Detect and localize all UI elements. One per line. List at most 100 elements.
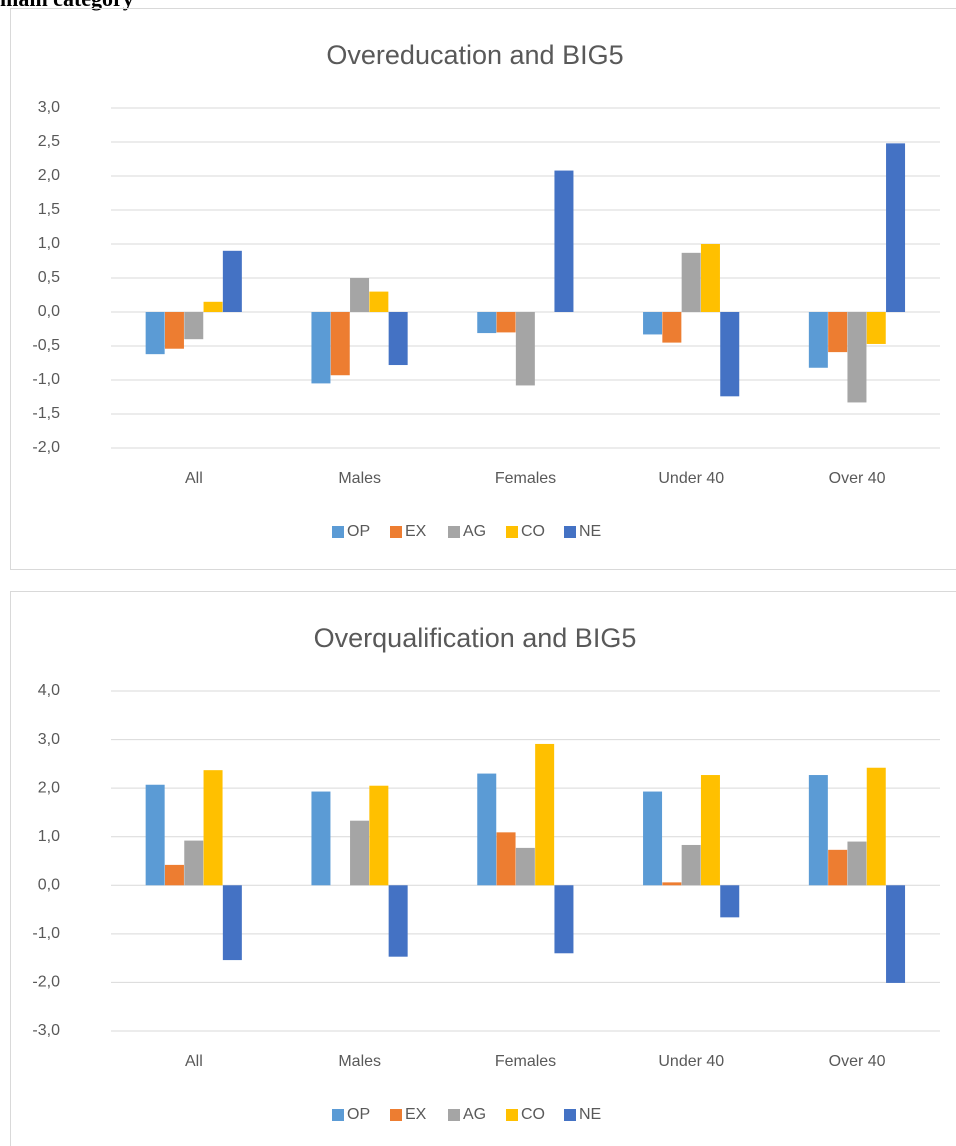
bar bbox=[662, 312, 682, 343]
bar bbox=[184, 312, 204, 340]
legend-label: OP bbox=[347, 1106, 370, 1123]
bar bbox=[535, 743, 555, 886]
y-tick-label: 0,0 bbox=[38, 303, 60, 320]
bar bbox=[330, 312, 350, 376]
y-tick-label: 1,0 bbox=[38, 235, 60, 252]
legend-swatch bbox=[390, 1109, 402, 1121]
legend-swatch bbox=[564, 1109, 576, 1121]
legend-label: AG bbox=[463, 1106, 486, 1123]
legend-swatch bbox=[448, 1109, 460, 1121]
bar bbox=[164, 312, 184, 349]
y-tick-label: -2,0 bbox=[32, 439, 60, 456]
legend-label: EX bbox=[405, 523, 427, 540]
bar bbox=[866, 312, 886, 344]
bar bbox=[643, 791, 663, 886]
chart-title: Overeducation and BIG5 bbox=[326, 40, 623, 70]
legend-swatch bbox=[332, 526, 344, 538]
y-tick-label: 2,0 bbox=[38, 779, 60, 796]
bar bbox=[662, 882, 682, 886]
bar bbox=[554, 885, 574, 954]
bar bbox=[496, 312, 516, 333]
bar bbox=[203, 770, 223, 886]
x-tick-label: All bbox=[185, 470, 203, 487]
bar bbox=[643, 312, 663, 335]
bar bbox=[477, 312, 497, 334]
bar bbox=[681, 252, 701, 312]
bar bbox=[164, 864, 184, 886]
y-tick-label: 3,0 bbox=[38, 731, 60, 748]
legend-swatch bbox=[332, 1109, 344, 1121]
legend-label: AG bbox=[463, 523, 486, 540]
legend-label: NE bbox=[579, 1106, 601, 1123]
bar bbox=[847, 312, 867, 403]
legend-label: CO bbox=[521, 1106, 545, 1123]
bar bbox=[388, 885, 408, 957]
y-tick-label: -3,0 bbox=[32, 1022, 60, 1039]
y-tick-label: -1,0 bbox=[32, 371, 60, 388]
bar bbox=[184, 840, 204, 886]
y-tick-label: 3,0 bbox=[38, 99, 60, 116]
bar bbox=[808, 312, 828, 368]
y-tick-label: 4,0 bbox=[38, 682, 60, 699]
bar bbox=[886, 885, 906, 983]
bar bbox=[886, 143, 906, 312]
bar bbox=[720, 312, 740, 397]
legend-swatch bbox=[390, 526, 402, 538]
bar bbox=[369, 291, 389, 312]
bar bbox=[515, 847, 535, 886]
bar bbox=[720, 885, 740, 918]
bar bbox=[203, 301, 223, 312]
x-tick-label: Over 40 bbox=[829, 1053, 886, 1070]
x-tick-label: Females bbox=[495, 1053, 556, 1070]
bar bbox=[847, 841, 867, 886]
bar bbox=[350, 820, 370, 886]
x-tick-label: Males bbox=[338, 470, 381, 487]
bar bbox=[681, 844, 701, 886]
y-tick-label: 2,0 bbox=[38, 167, 60, 184]
x-tick-label: Under 40 bbox=[658, 470, 724, 487]
chart-title: Overqualification and BIG5 bbox=[314, 623, 637, 653]
bar bbox=[311, 312, 331, 384]
legend-label: NE bbox=[579, 523, 601, 540]
bar bbox=[350, 278, 370, 312]
bar bbox=[700, 775, 720, 886]
legend-swatch bbox=[506, 526, 518, 538]
y-tick-label: -1,5 bbox=[32, 405, 60, 422]
bar bbox=[554, 170, 574, 312]
bar bbox=[828, 849, 848, 886]
bar bbox=[311, 791, 331, 886]
bar bbox=[828, 312, 848, 353]
bar bbox=[388, 312, 408, 366]
legend-swatch bbox=[448, 526, 460, 538]
chart-frame bbox=[10, 591, 956, 1146]
legend-swatch bbox=[506, 1109, 518, 1121]
legend-label: EX bbox=[405, 1106, 427, 1123]
bar bbox=[145, 784, 165, 886]
bar bbox=[700, 244, 720, 312]
x-tick-label: Over 40 bbox=[829, 470, 886, 487]
y-tick-label: 1,5 bbox=[38, 201, 60, 218]
header-text: main category bbox=[0, 0, 134, 11]
bar bbox=[477, 773, 497, 886]
legend-label: CO bbox=[521, 523, 545, 540]
y-tick-label: 0,5 bbox=[38, 269, 60, 286]
bar bbox=[866, 767, 886, 886]
y-tick-label: 2,5 bbox=[38, 133, 60, 150]
bar bbox=[369, 785, 389, 886]
chart-frame bbox=[10, 8, 956, 570]
legend-label: OP bbox=[347, 523, 370, 540]
x-tick-label: All bbox=[185, 1053, 203, 1070]
x-tick-label: Males bbox=[338, 1053, 381, 1070]
y-tick-label: -0,5 bbox=[32, 337, 60, 354]
bar bbox=[515, 312, 535, 386]
legend-swatch bbox=[564, 526, 576, 538]
bar bbox=[222, 885, 242, 961]
y-tick-label: 1,0 bbox=[38, 828, 60, 845]
bar bbox=[145, 312, 165, 355]
bar bbox=[496, 832, 516, 886]
bar bbox=[808, 775, 828, 886]
y-tick-label: -1,0 bbox=[32, 925, 60, 942]
y-tick-label: 0,0 bbox=[38, 877, 60, 894]
y-tick-label: -2,0 bbox=[32, 974, 60, 991]
